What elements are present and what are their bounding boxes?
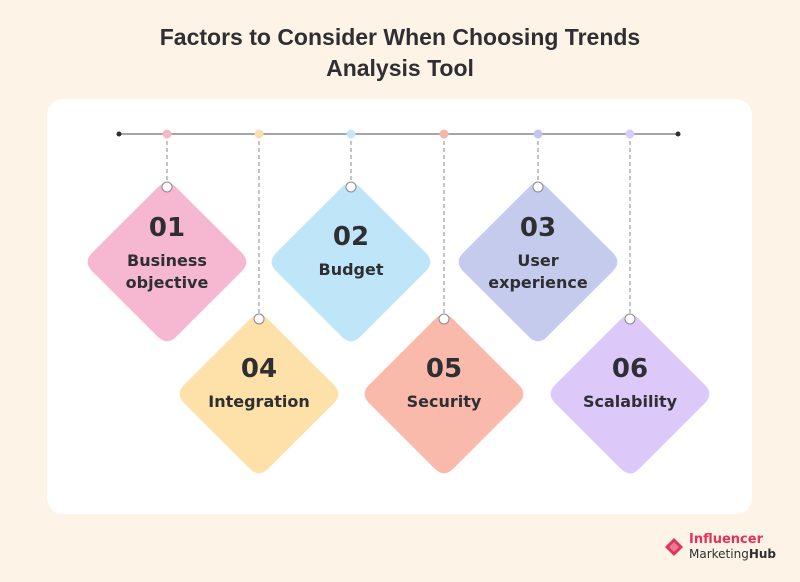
factor-label-04: 04 Integration — [189, 353, 329, 413]
factor-label-05: 05 Security — [374, 353, 514, 413]
hang-hole-05 — [438, 313, 450, 325]
factor-label-03: 03 User experience — [468, 212, 608, 294]
timeline-dot-02 — [346, 129, 356, 139]
factor-text-line-1: Scalability — [582, 392, 678, 411]
hang-hole-01 — [161, 181, 173, 193]
hang-hole-04 — [253, 313, 265, 325]
logo-mark-icon — [665, 538, 683, 556]
factor-text-line-1: Integration — [208, 392, 310, 411]
hang-hole-06 — [624, 313, 636, 325]
factor-number: 04 — [240, 354, 278, 384]
logo-hub: Hub — [748, 547, 776, 561]
timeline-end-left — [116, 131, 122, 137]
chart-title: Factors to Consider When Choosing Trends… — [0, 22, 800, 84]
diamond-01 — [87, 182, 247, 342]
factor-number: 03 — [519, 213, 557, 243]
logo-line-2: MarketingHub — [689, 547, 776, 561]
factor-number: 06 — [611, 354, 649, 384]
factor-text-line-1: Security — [406, 392, 482, 411]
title-line-2: Analysis Tool — [326, 55, 474, 81]
hang-hole-03 — [532, 181, 544, 193]
timeline-dot-06 — [625, 129, 635, 139]
timeline-dot-05 — [439, 129, 449, 139]
timeline-end-right — [675, 131, 681, 137]
diamond-02 — [271, 182, 431, 342]
timeline-dot-01 — [162, 129, 172, 139]
diamond-03 — [458, 182, 618, 342]
diamond-04 — [179, 314, 339, 474]
factor-text-line-1: Budget — [318, 260, 384, 279]
factor-label-02: 02 Budget — [281, 221, 421, 281]
diamond-06 — [550, 314, 710, 474]
title-line-1: Factors to Consider When Choosing Trends — [159, 24, 641, 50]
factor-text-line-2: experience — [488, 273, 588, 292]
logo-line-1: Influencer — [689, 532, 763, 547]
hang-hole-02 — [345, 181, 357, 193]
timeline-dot-03 — [533, 129, 543, 139]
factor-number: 02 — [332, 222, 370, 252]
influencer-marketing-hub-logo: Influencer MarketingHub — [664, 530, 776, 564]
factor-label-01: 01 Business objective — [97, 212, 237, 294]
factor-text-line-1: Business — [127, 251, 207, 270]
factor-number: 01 — [148, 213, 186, 243]
factor-number: 05 — [425, 354, 463, 384]
factor-text-line-2: objective — [125, 273, 209, 292]
logo-marketing: Marketing — [689, 547, 749, 561]
factor-text-line-1: User — [517, 251, 559, 270]
diamond-05 — [364, 314, 524, 474]
factor-label-06: 06 Scalability — [560, 353, 700, 413]
timeline-dot-04 — [254, 129, 264, 139]
